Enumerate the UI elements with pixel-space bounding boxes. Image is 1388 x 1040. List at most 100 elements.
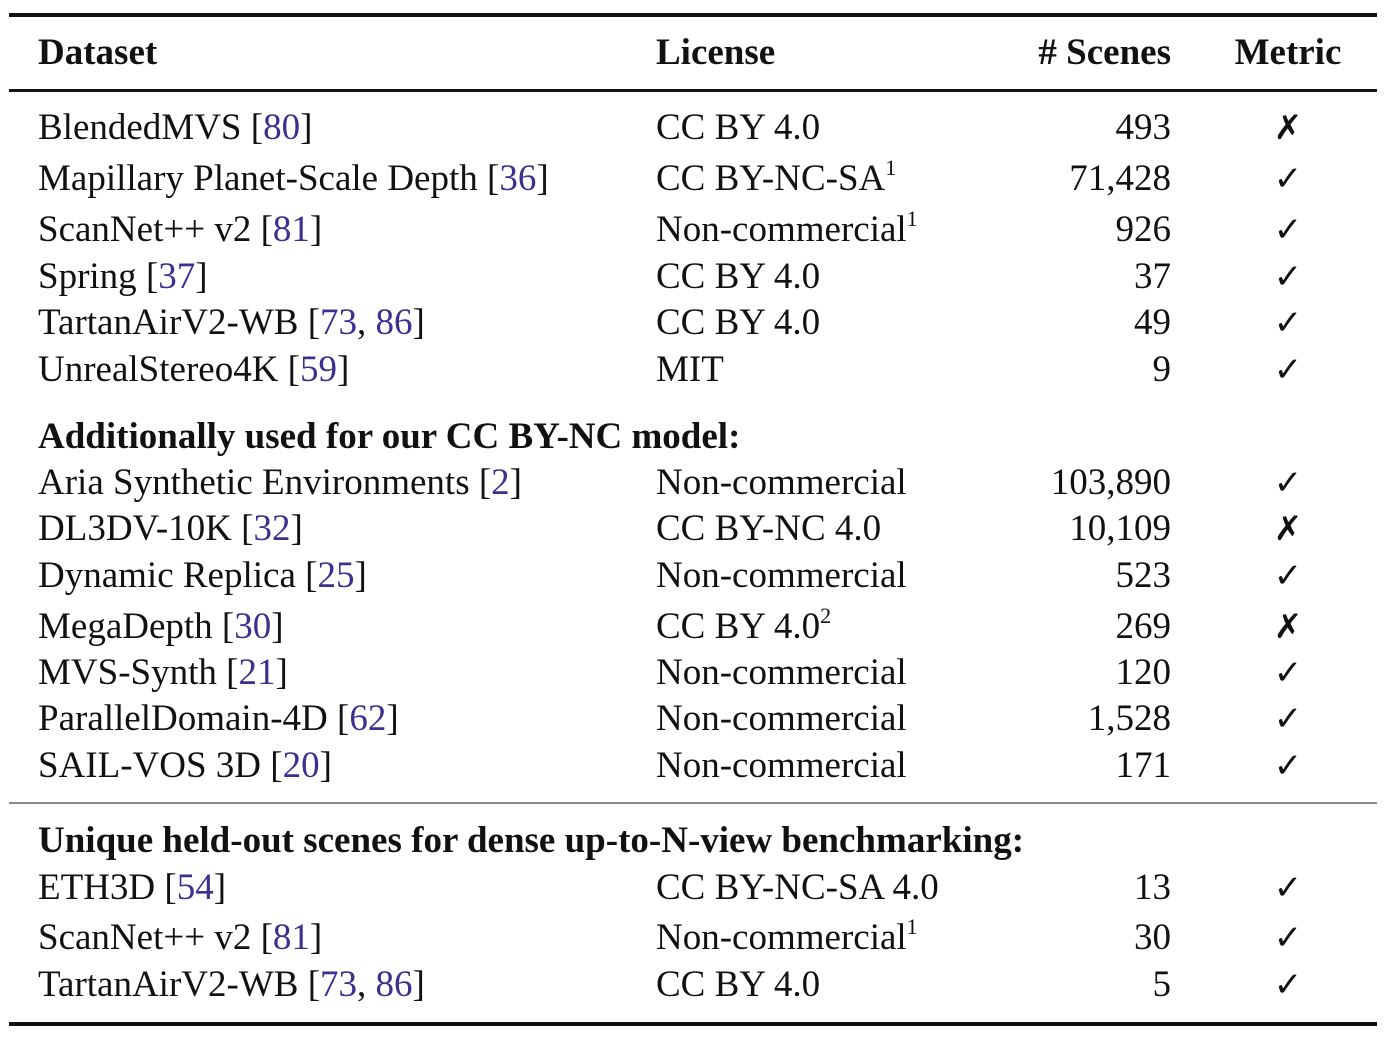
citation-link[interactable]: 37 bbox=[158, 256, 196, 297]
table-row: ParallelDomain-4D [62] Non-commercial 1,… bbox=[0, 697, 1388, 741]
citation-link[interactable]: 30 bbox=[234, 606, 272, 647]
citation-link[interactable]: 86 bbox=[375, 964, 413, 1005]
license-text: CC BY 4.0 bbox=[656, 256, 821, 297]
footnote-marker: 1 bbox=[885, 155, 897, 180]
metric-check-icon: ✓ bbox=[1273, 350, 1303, 390]
citation-link[interactable]: 21 bbox=[238, 652, 276, 693]
citation-link[interactable]: 2 bbox=[491, 462, 510, 503]
citation-link[interactable]: 25 bbox=[317, 555, 355, 596]
table-row: Dynamic Replica [25] Non-commercial 523 … bbox=[0, 554, 1388, 598]
scenes-count: 10,109 bbox=[1069, 508, 1171, 549]
table-header-row: Dataset License # Scenes Metric bbox=[0, 31, 1388, 75]
metric-check-icon: ✓ bbox=[1273, 303, 1303, 343]
table-top-rule bbox=[9, 13, 1377, 17]
scenes-count: 926 bbox=[1115, 209, 1172, 250]
metric-cross-icon: ✗ bbox=[1273, 108, 1303, 148]
header-license: License bbox=[656, 32, 776, 73]
table-row: SAIL-VOS 3D [20] Non-commercial 171 ✓ bbox=[0, 744, 1388, 788]
metric-check-icon: ✓ bbox=[1273, 918, 1303, 958]
citation-link[interactable]: 81 bbox=[272, 209, 310, 250]
table-row: TartanAirV2-WB [73, 86] CC BY 4.0 5 ✓ bbox=[0, 963, 1388, 1007]
dataset-name: MegaDepth bbox=[38, 606, 213, 647]
citation-link[interactable]: 36 bbox=[499, 158, 537, 199]
table-row: ScanNet++ v2 [81] Non-commercial1 30 ✓ bbox=[0, 916, 1388, 960]
citation-link[interactable]: 54 bbox=[176, 867, 214, 908]
license-text: Non-commercial bbox=[656, 462, 907, 503]
dataset-name: DL3DV-10K bbox=[38, 508, 232, 549]
citation-link[interactable]: 86 bbox=[375, 302, 413, 343]
license-text: Non-commercial bbox=[656, 745, 907, 786]
license-text: Non-commercial bbox=[656, 209, 907, 250]
metric-check-icon: ✓ bbox=[1273, 210, 1303, 250]
scenes-count: 171 bbox=[1115, 745, 1172, 786]
dataset-name: ETH3D bbox=[38, 867, 156, 908]
table-row: BlendedMVS [80] CC BY 4.0 493 ✗ bbox=[0, 106, 1388, 150]
scenes-count: 49 bbox=[1134, 302, 1171, 343]
license-text: Non-commercial bbox=[656, 917, 907, 958]
scenes-count: 120 bbox=[1115, 652, 1172, 693]
license-text: Non-commercial bbox=[656, 698, 907, 739]
metric-check-icon: ✓ bbox=[1273, 653, 1303, 693]
scenes-count: 9 bbox=[1152, 349, 1172, 390]
citation-link[interactable]: 80 bbox=[263, 107, 301, 148]
metric-cross-icon: ✗ bbox=[1273, 607, 1303, 647]
table-row: TartanAirV2-WB [73, 86] CC BY 4.0 49 ✓ bbox=[0, 301, 1388, 345]
license-text: CC BY 4.0 bbox=[656, 606, 821, 647]
dataset-name: SAIL-VOS 3D bbox=[38, 745, 262, 786]
citation-link[interactable]: 32 bbox=[253, 508, 291, 549]
citation-link[interactable]: 73 bbox=[320, 964, 358, 1005]
metric-check-icon: ✓ bbox=[1273, 257, 1303, 297]
header-rule bbox=[9, 89, 1377, 92]
footnote-marker: 1 bbox=[906, 914, 918, 939]
metric-check-icon: ✓ bbox=[1273, 556, 1303, 596]
license-text: Non-commercial bbox=[656, 555, 907, 596]
license-text: CC BY 4.0 bbox=[656, 964, 821, 1005]
dataset-name: ParallelDomain-4D bbox=[38, 698, 328, 739]
table-row: Mapillary Planet-Scale Depth [36] CC BY-… bbox=[0, 157, 1388, 201]
table-row: ScanNet++ v2 [81] Non-commercial1 926 ✓ bbox=[0, 208, 1388, 252]
citation-link[interactable]: 20 bbox=[282, 745, 320, 786]
metric-check-icon: ✓ bbox=[1273, 965, 1303, 1005]
footnote-marker: 2 bbox=[820, 603, 832, 628]
metric-check-icon: ✓ bbox=[1273, 868, 1303, 908]
dataset-name: UnrealStereo4K bbox=[38, 349, 279, 390]
footnote-marker: 1 bbox=[906, 206, 918, 231]
citation-link[interactable]: 81 bbox=[272, 917, 310, 958]
dataset-name: Dynamic Replica bbox=[38, 555, 296, 596]
citation-link[interactable]: 59 bbox=[300, 349, 337, 390]
dataset-name: BlendedMVS bbox=[38, 107, 242, 148]
license-text: CC BY 4.0 bbox=[656, 302, 821, 343]
scenes-count: 13 bbox=[1134, 867, 1171, 908]
header-dataset: Dataset bbox=[38, 32, 158, 73]
dataset-name: Mapillary Planet-Scale Depth bbox=[38, 158, 478, 199]
metric-check-icon: ✓ bbox=[1273, 746, 1303, 786]
dataset-name: ScanNet++ v2 bbox=[38, 917, 252, 958]
dataset-name: ScanNet++ v2 bbox=[38, 209, 252, 250]
header-metric: Metric bbox=[1234, 32, 1342, 73]
metric-check-icon: ✓ bbox=[1273, 159, 1303, 199]
citation-link[interactable]: 73 bbox=[320, 302, 358, 343]
section-divider bbox=[9, 802, 1377, 804]
metric-cross-icon: ✗ bbox=[1273, 509, 1303, 549]
metric-check-icon: ✓ bbox=[1273, 463, 1303, 503]
license-text: CC BY-NC 4.0 bbox=[656, 508, 882, 549]
section-heading: Unique held-out scenes for dense up-to-N… bbox=[38, 820, 1025, 861]
table-bottom-rule bbox=[9, 1022, 1377, 1026]
table-row: ETH3D [54] CC BY-NC-SA 4.0 13 ✓ bbox=[0, 866, 1388, 910]
header-scenes: # Scenes bbox=[1038, 32, 1171, 73]
table-row: Aria Synthetic Environments [2] Non-comm… bbox=[0, 461, 1388, 505]
scenes-count: 30 bbox=[1134, 917, 1171, 958]
scenes-count: 37 bbox=[1134, 256, 1171, 297]
table-row: MVS-Synth [21] Non-commercial 120 ✓ bbox=[0, 651, 1388, 695]
dataset-name: Spring bbox=[38, 256, 137, 297]
dataset-name: MVS-Synth bbox=[38, 652, 217, 693]
license-text: MIT bbox=[656, 349, 724, 390]
citation-link[interactable]: 62 bbox=[349, 698, 387, 739]
license-text: CC BY 4.0 bbox=[656, 107, 821, 148]
license-text: CC BY-NC-SA bbox=[656, 158, 886, 199]
table-row: Spring [37] CC BY 4.0 37 ✓ bbox=[0, 255, 1388, 299]
scenes-count: 1,528 bbox=[1087, 698, 1171, 739]
metric-check-icon: ✓ bbox=[1273, 699, 1303, 739]
license-text: Non-commercial bbox=[656, 652, 907, 693]
dataset-name: TartanAirV2-WB bbox=[38, 302, 299, 343]
